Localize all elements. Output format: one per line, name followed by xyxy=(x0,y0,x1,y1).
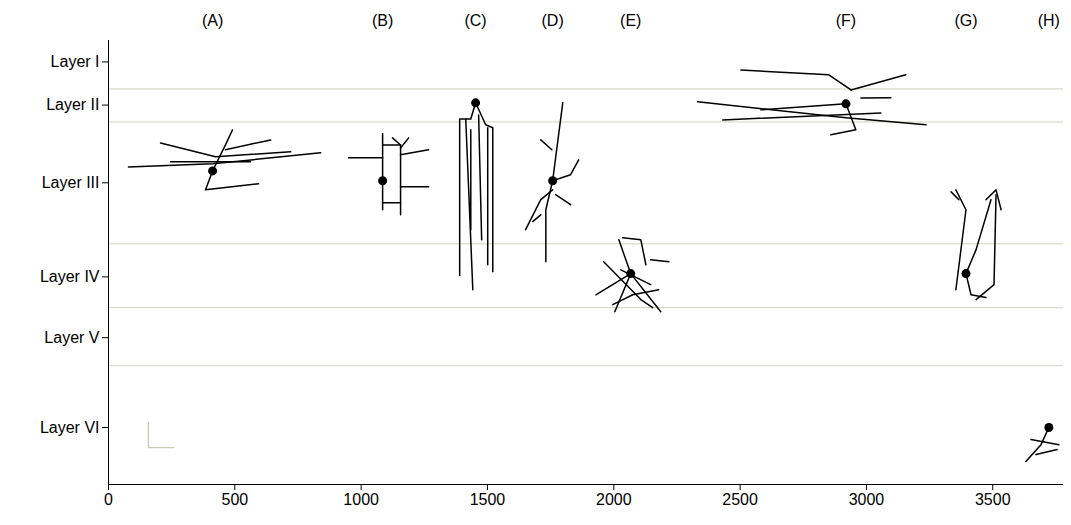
svg-text:(B): (B) xyxy=(372,12,393,29)
svg-text:(D): (D) xyxy=(542,12,564,29)
svg-text:3500: 3500 xyxy=(975,491,1011,508)
svg-text:Layer V: Layer V xyxy=(44,329,99,346)
svg-text:(E): (E) xyxy=(620,12,641,29)
svg-text:(A): (A) xyxy=(202,12,223,29)
svg-text:3000: 3000 xyxy=(849,491,885,508)
svg-text:2000: 2000 xyxy=(596,491,632,508)
svg-text:(G): (G) xyxy=(954,12,977,29)
svg-text:Layer VI: Layer VI xyxy=(40,419,100,436)
svg-text:(C): (C) xyxy=(464,12,486,29)
svg-text:0: 0 xyxy=(104,491,113,508)
svg-text:500: 500 xyxy=(221,491,248,508)
svg-text:Layer I: Layer I xyxy=(51,53,100,70)
svg-text:1500: 1500 xyxy=(470,491,506,508)
svg-text:2500: 2500 xyxy=(722,491,758,508)
svg-text:Layer II: Layer II xyxy=(46,96,99,113)
svg-text:(H): (H) xyxy=(1038,12,1060,29)
svg-text:1000: 1000 xyxy=(343,491,379,508)
svg-text:Layer III: Layer III xyxy=(42,174,100,191)
svg-text:(F): (F) xyxy=(836,12,856,29)
svg-text:Layer IV: Layer IV xyxy=(40,268,100,285)
